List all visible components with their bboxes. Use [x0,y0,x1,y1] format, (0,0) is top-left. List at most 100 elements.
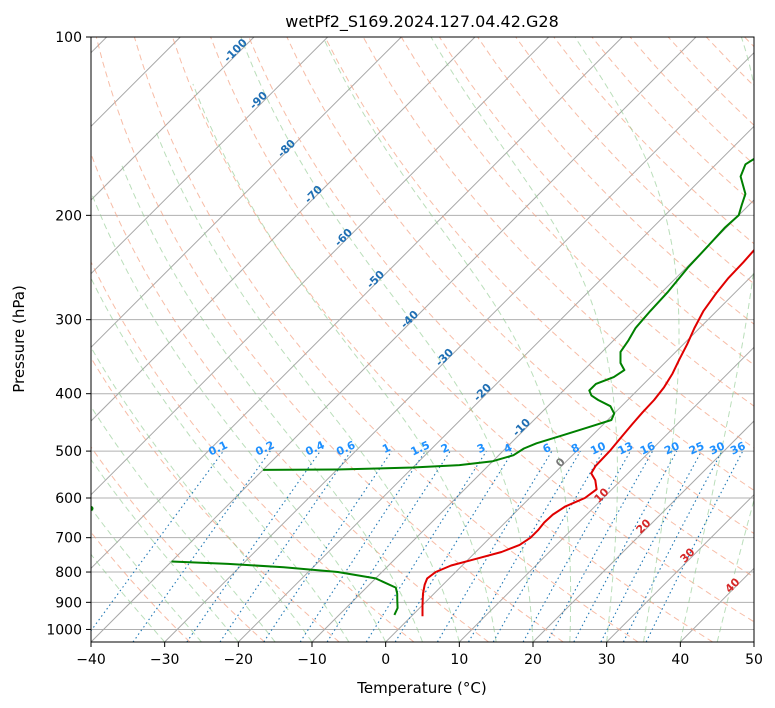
dry-adiabat-label: -90 [247,89,270,112]
mixing-ratio-line [522,450,631,642]
dry-adiabat-label: -50 [364,268,387,291]
dry-adiabat [172,37,713,642]
mixing-ratio-line [573,450,678,642]
mixing-ratio-line [326,450,451,642]
dry-adiabat [91,260,415,642]
dry-adiabat [210,37,754,623]
mixing-ratio-label: 2 [439,441,451,456]
x-axis: −40 −30 −20 −10 0 10 20 30 40 50 [76,642,763,668]
isotherm [753,641,754,642]
moist-adiabat [574,37,680,642]
dry-adiabat-label: -100 [221,36,250,65]
isotherm [164,51,754,642]
moist-adiabat [430,37,618,642]
mixing-ratio-label: 1.5 [409,438,432,458]
isotherm [458,346,754,642]
isotherm [91,37,476,422]
mixing-ratio-label: 3 [475,441,487,456]
reference-lines [91,37,754,642]
temperature-line [421,248,754,617]
y-tick-label: 600 [55,491,82,507]
moist-adiabat [155,132,460,642]
mixing-ratio-label: 0.2 [253,438,276,458]
mixing-ratio-label: 25 [687,439,706,457]
dry-adiabat-label: -20 [471,381,494,404]
plot-frame [90,36,755,643]
mixing-ratio-line [132,450,271,642]
isotherm [385,272,754,642]
mixing-ratio-line [365,450,487,642]
moist-adiabat [91,195,387,642]
y-tick-label: 800 [55,565,82,581]
profile-series [91,157,754,617]
dry-adiabat [91,356,340,642]
mixing-ratio-line [600,450,702,642]
y-tick-label: 900 [55,595,82,611]
moist-adiabat [753,640,754,642]
moist-adiabat [192,83,497,642]
y-tick-label: 200 [55,208,82,224]
mixing-ratio-line [468,450,581,642]
mixing-ratio-line [91,450,224,632]
x-tick-label: 50 [745,652,763,668]
mixing-ratio-label: 10 [588,439,608,457]
y-tick-label: 100 [55,30,82,46]
mixing-ratio-line [645,450,744,642]
x-tick-label: 10 [450,652,468,668]
dry-adiabat-labels: -100 -90 -80-70 -60 -50 -40 -30 -20 -10 [221,36,533,439]
dry-adiabat [324,37,754,491]
mixing-ratio-label: 36 [728,439,748,457]
moist-adiabat [91,458,239,642]
isotherm [91,37,623,570]
chart-title: wetPf2_S169.2024.127.04.42.G28 [285,12,559,32]
isotherm [91,37,329,275]
moist-adiabat [91,405,276,642]
moist-adiabat [91,346,313,642]
dry-adiabat-label: -10 [510,416,533,439]
isotherm [91,37,255,201]
moist-adiabat [91,507,202,642]
mixing-ratio-label: 4 [502,441,515,456]
y-axis-label: Pressure (hPa) [10,285,28,393]
mixing-ratio-line [263,450,393,642]
dry-adiabat [744,37,754,48]
x-tick-label: 0 [381,652,390,668]
mixing-ratio-label: 0.4 [303,438,326,458]
y-axis: 100 200 300 400 500 600 700 800 900 1000 [46,30,91,638]
dry-adiabat-label: -40 [398,308,421,331]
isotherm [311,199,754,642]
x-tick-label: 40 [671,652,689,668]
mixing-ratio-label: 6 [541,441,554,456]
y-tick-label: 500 [55,444,82,460]
isotherm [91,37,550,496]
isotherm [532,420,754,642]
dry-adiabat [553,37,754,245]
dry-adiabat-label: -70 [302,183,325,206]
mixing-ratio-label: 0.6 [334,438,357,458]
dry-adiabat-label: -80 [275,137,298,160]
y-tick-label: 300 [55,313,82,329]
x-tick-label: −40 [76,652,106,668]
dewpoint-line [171,560,399,616]
x-axis-label: Temperature (°C) [356,679,486,697]
mixing-ratio-label: 20 [662,439,682,457]
mixing-ratio-label: 0.1 [206,438,229,458]
isotherm [91,37,402,349]
dry-adiabat [286,37,754,535]
moist-adiabat [91,277,350,642]
dry-adiabat [248,37,754,578]
dewpoint-marker [91,506,94,512]
isotherm [606,493,754,642]
x-tick-label: −10 [297,652,327,668]
isotherm [91,37,697,642]
moist-adiabat [91,553,166,642]
mixing-ratio-line [299,450,426,642]
mixing-ratio-label: 30 [707,439,727,457]
dry-adiabat [515,37,754,285]
mixing-ratio-line [219,450,352,642]
mixing-ratio-labels: 0.1 0.2 0.4 0.6 1 1.5 2 3 4 6 8 10 13 16 20 25 30 36 [206,438,748,458]
mixing-ratio-line [394,450,514,642]
moist-adiabat [716,498,754,642]
